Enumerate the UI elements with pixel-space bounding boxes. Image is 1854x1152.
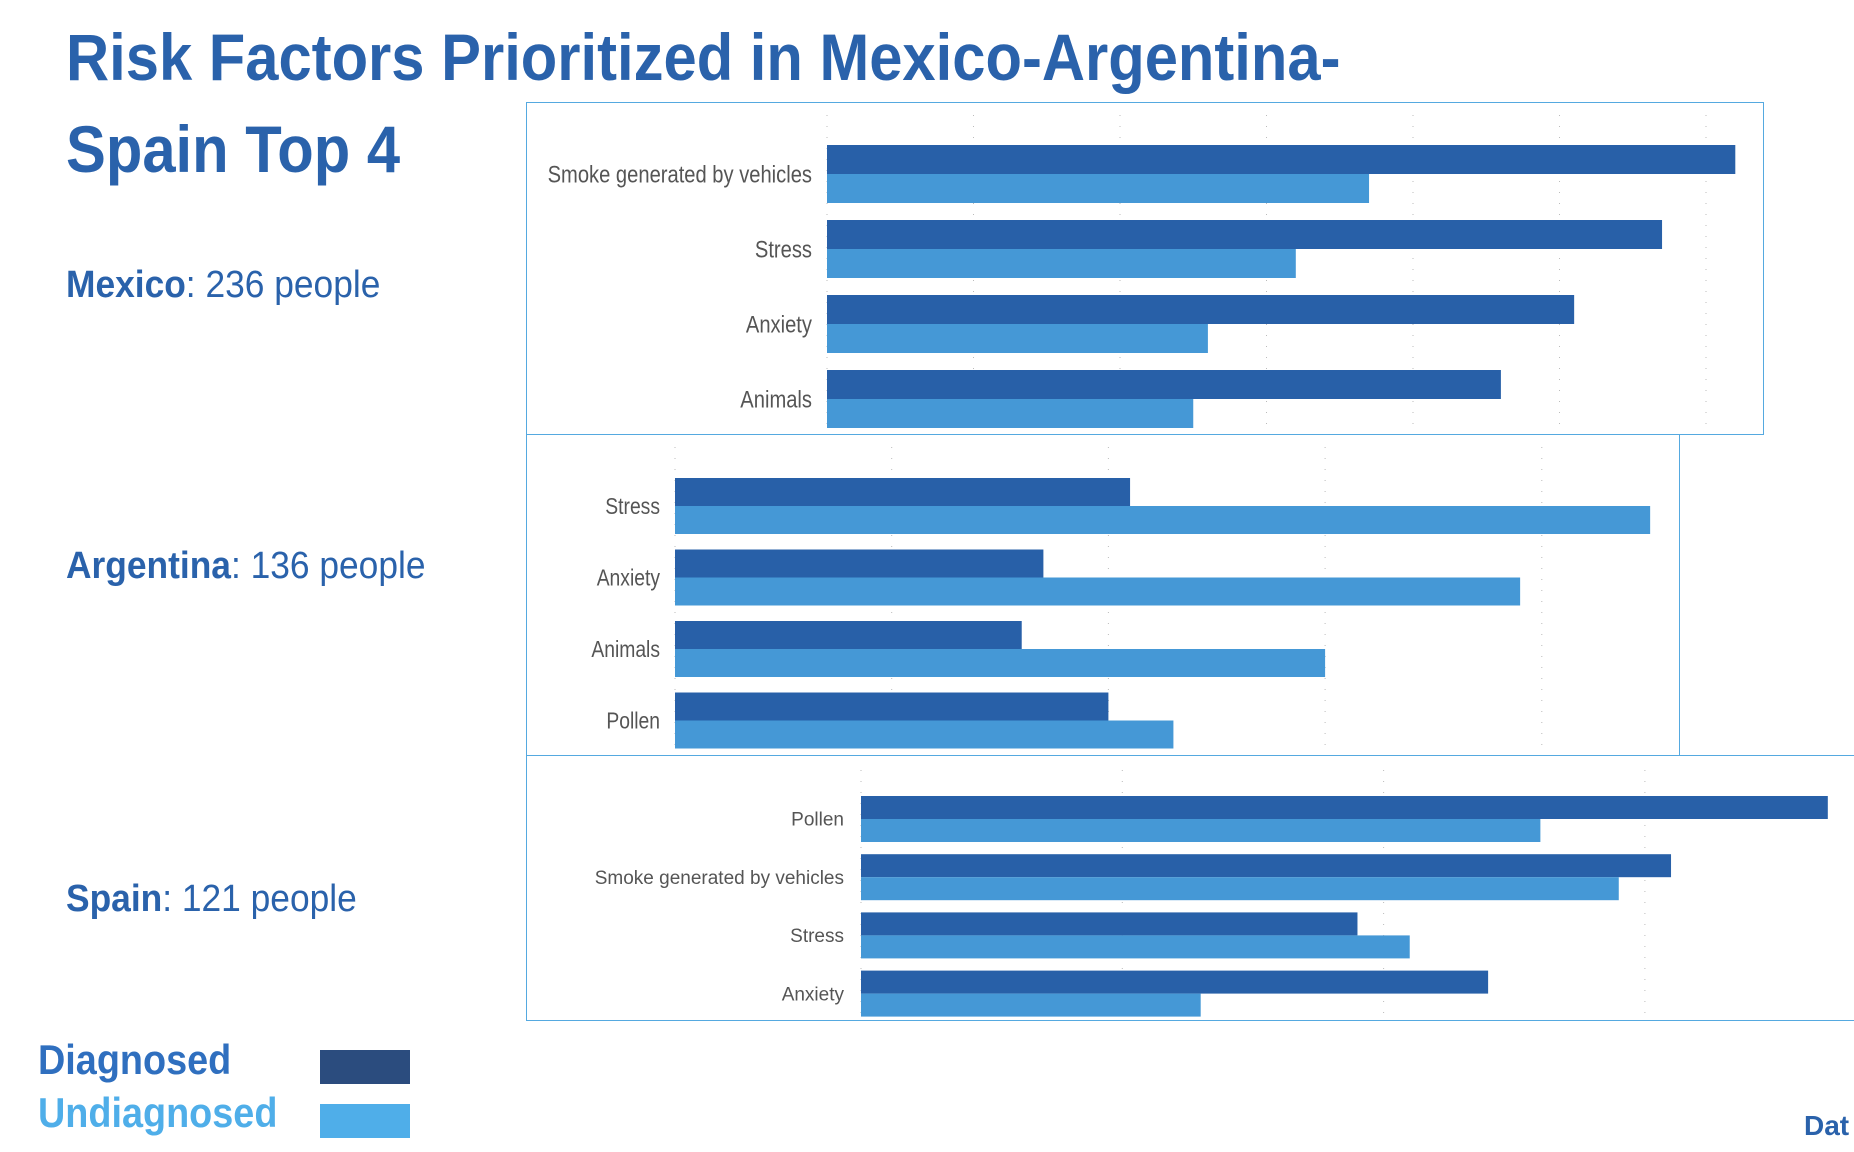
bar-diagnosed-stress	[861, 912, 1358, 936]
chart-argentina-svg: Stress Anxiety Animals Pollen	[591, 447, 1651, 753]
page-title-line-1: Risk Factors Prioritized in Mexico-Argen…	[66, 20, 1341, 94]
chart-mexico: Smoke generated by vehicles Stress Anxiety…	[526, 102, 1764, 435]
bar-undiagnosed-anxiety	[861, 993, 1201, 1017]
bar-diagnosed-anxiety	[675, 549, 1044, 578]
country-count: : 121 people	[162, 878, 357, 920]
chart-mexico-svg: Smoke generated by vehicles Stress Anxiety…	[548, 115, 1736, 431]
bar-diagnosed-smoke-generated-by-vehicles	[827, 145, 1736, 174]
category-label-stress: Stress	[755, 236, 812, 263]
legend-label-diagnosed: Diagnosed	[38, 1036, 232, 1083]
chart-spain-svg: Pollen Smoke generated by vehicles Stress A…	[595, 770, 1828, 1018]
chart-spain: Pollen Smoke generated by vehicles Stress A…	[526, 755, 1854, 1021]
chart-argentina: Stress Anxiety Animals Pollen	[526, 434, 1680, 756]
country-label-argentina: Argentina: 136 people	[66, 545, 425, 588]
category-label-anxiety: Anxiety	[597, 566, 661, 591]
category-label-anxiety: Anxiety	[782, 984, 845, 1005]
country-count: : 236 people	[185, 264, 381, 306]
bar-undiagnosed-anxiety	[827, 324, 1208, 353]
bar-undiagnosed-smoke-generated-by-vehicles	[827, 174, 1370, 203]
legend-swatch-undiagnosed	[320, 1104, 410, 1138]
country-name: Spain	[66, 878, 163, 920]
bar-undiagnosed-stress	[675, 506, 1651, 534]
bar-diagnosed-anxiety	[861, 970, 1489, 994]
bar-diagnosed-stress	[675, 478, 1131, 506]
category-label-stress: Stress	[605, 495, 660, 520]
category-label-stress: Stress	[790, 926, 844, 947]
bar-diagnosed-stress	[827, 220, 1663, 249]
category-label-pollen: Pollen	[791, 810, 844, 831]
country-name: Argentina	[66, 545, 231, 587]
country-label-mexico: Mexico: 236 people	[66, 264, 380, 307]
country-name: Mexico	[66, 264, 186, 306]
bar-undiagnosed-pollen	[861, 819, 1541, 842]
footer-data-source: Dat	[1804, 1110, 1850, 1141]
bar-undiagnosed-stress	[861, 935, 1410, 959]
bar-diagnosed-animals	[675, 621, 1022, 649]
legend-swatch-diagnosed	[320, 1050, 410, 1084]
bar-diagnosed-anxiety	[827, 295, 1575, 324]
category-label-smoke-generated-by-vehicles: Smoke generated by vehicles	[595, 868, 844, 889]
country-label-spain: Spain: 121 people	[66, 878, 357, 921]
category-label-animals: Animals	[591, 638, 660, 663]
bar-undiagnosed-animals	[827, 399, 1194, 428]
page-title-line-2: Spain Top 4	[66, 112, 401, 186]
country-count: : 136 people	[230, 545, 426, 587]
bar-undiagnosed-anxiety	[675, 577, 1521, 606]
bar-diagnosed-smoke-generated-by-vehicles	[861, 854, 1672, 878]
bar-undiagnosed-animals	[675, 649, 1326, 677]
category-label-smoke-generated-by-vehicles: Smoke generated by vehicles	[548, 161, 812, 188]
category-label-anxiety: Anxiety	[746, 311, 813, 338]
legend-label-undiagnosed: Undiagnosed	[38, 1089, 278, 1136]
category-label-pollen: Pollen	[606, 709, 660, 734]
category-label-animals: Animals	[740, 386, 812, 413]
bar-undiagnosed-smoke-generated-by-vehicles	[861, 877, 1619, 901]
bar-undiagnosed-pollen	[675, 720, 1174, 749]
bar-diagnosed-pollen	[675, 692, 1109, 721]
bar-diagnosed-pollen	[861, 796, 1828, 819]
bar-undiagnosed-stress	[827, 249, 1296, 278]
bar-diagnosed-animals	[827, 370, 1501, 399]
